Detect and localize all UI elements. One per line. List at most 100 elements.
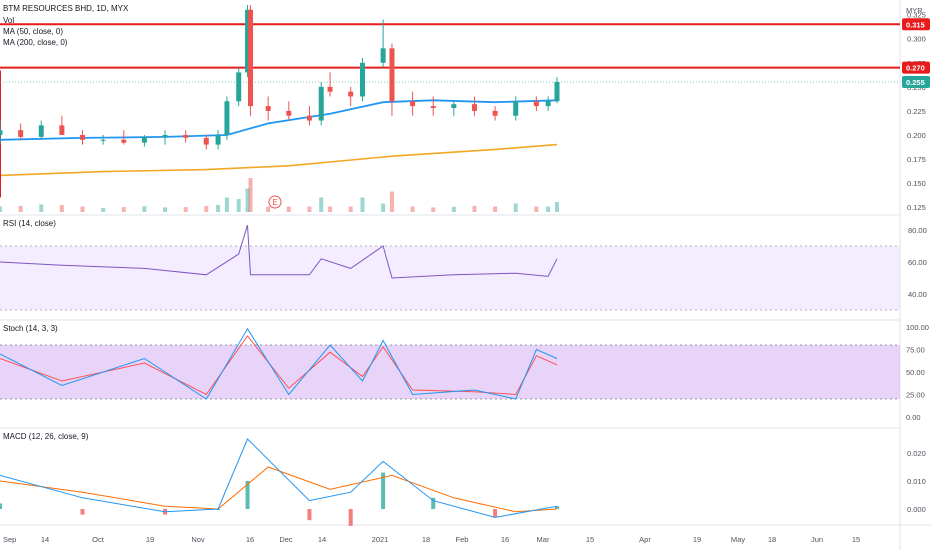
stoch-band — [0, 345, 900, 399]
macd-signal-path — [0, 466, 558, 513]
volume-bar — [59, 205, 64, 212]
volume-bar — [236, 199, 241, 212]
candles — [0, 5, 560, 150]
volume-bar — [493, 206, 498, 212]
time-tick: Feb — [456, 535, 469, 544]
candle — [80, 130, 86, 145]
time-tick: 19 — [693, 535, 701, 544]
stoch-k-path — [0, 327, 558, 400]
time-tick: Dec — [279, 535, 293, 544]
price-tick: 0.150 — [907, 179, 926, 188]
candle — [162, 130, 168, 145]
rsi-band — [0, 246, 900, 310]
volume-bar — [248, 178, 253, 212]
macd-histogram-bar — [245, 481, 250, 509]
rsi-line — [0, 225, 558, 279]
price-tags: 0.315 0.270 0.255 — [902, 18, 930, 89]
price-axis: 0.3250.3000.2750.2500.2250.2000.1750.150… — [907, 11, 926, 213]
resistance-lines — [0, 23, 900, 83]
time-tick: May — [731, 535, 745, 544]
stoch-d-path — [0, 335, 558, 396]
candle — [100, 134, 106, 145]
volume-bar — [513, 203, 518, 212]
candle — [327, 72, 333, 97]
price-tag: 0.270 — [902, 61, 930, 74]
macd-histogram-bar — [554, 506, 559, 509]
candle — [359, 57, 365, 102]
candle — [286, 101, 292, 121]
time-tick: 16 — [246, 535, 254, 544]
candle — [348, 86, 354, 107]
price-tick: 0.200 — [907, 131, 926, 140]
stoch-tick: 75.00 — [906, 346, 925, 355]
rsi-title: RSI (14, close) — [3, 219, 56, 228]
ma200-path — [0, 143, 558, 177]
svg-text:0.315: 0.315 — [906, 20, 925, 29]
volume-bar — [389, 191, 394, 212]
volume-bar — [39, 204, 44, 212]
ma200-label: MA (200, close, 0) — [3, 38, 68, 47]
volume-bar — [245, 188, 250, 212]
stoch-tick: 0.00 — [906, 413, 921, 422]
stoch-tick: 25.00 — [906, 391, 925, 400]
price-tick: 0.300 — [907, 35, 926, 44]
candle — [183, 130, 189, 143]
volume-bar — [360, 197, 365, 212]
candle — [410, 91, 416, 116]
time-tick: Oct — [92, 535, 105, 544]
volume-bar — [348, 206, 353, 212]
stoch-tick: 100.00 — [906, 323, 929, 332]
candle — [38, 120, 44, 140]
volume-bar — [224, 197, 229, 212]
time-tick: 2021 — [372, 535, 389, 544]
macd-title: MACD (12, 26, close, 9) — [3, 432, 89, 441]
time-tick: 16 — [501, 535, 509, 544]
time-tick: Apr — [639, 535, 651, 544]
rsi-tick: 80.00 — [908, 226, 927, 235]
candle — [380, 19, 386, 68]
volume-bar — [328, 206, 333, 212]
candle — [513, 96, 519, 121]
volume-bar — [286, 206, 291, 212]
price-tag: 0.315 — [902, 18, 930, 31]
price-tick: 0.225 — [907, 107, 926, 116]
volume-bar — [0, 206, 2, 212]
macd-histogram-bar — [307, 509, 312, 521]
rsi-tick: 60.00 — [908, 258, 927, 267]
candle — [492, 106, 498, 121]
svg-text:0.270: 0.270 — [906, 64, 925, 73]
time-tick: Mar — [537, 535, 550, 544]
volume-bar — [18, 205, 23, 212]
rsi-path — [0, 225, 558, 279]
time-tick: 15 — [852, 535, 860, 544]
vol-label: Vol — [3, 16, 14, 25]
earnings-marker-label: E — [272, 198, 277, 207]
candle — [215, 130, 221, 150]
macd-tick: 0.010 — [907, 477, 926, 486]
candle — [247, 5, 253, 116]
ma200-line — [0, 143, 558, 177]
macd-tick: 0.000 — [907, 505, 926, 514]
volume-bar — [472, 205, 477, 212]
chart-header: BTM RESOURCES BHD, 1D, MYX Vol MA (50, c… — [3, 4, 923, 47]
svg-text:0.255: 0.255 — [906, 78, 925, 87]
volume-bar — [204, 205, 209, 212]
time-tick: 18 — [768, 535, 776, 544]
candle — [451, 101, 457, 116]
time-tick: 15 — [586, 535, 594, 544]
candle — [18, 123, 24, 140]
macd-histogram-bar — [348, 509, 353, 526]
macd-axis: 0.020 0.010 0.000 — [907, 449, 926, 514]
candle — [141, 134, 147, 147]
macd-histogram-bar — [431, 497, 436, 509]
candle — [430, 96, 436, 116]
rsi-axis: 80.00 60.00 40.00 — [908, 226, 927, 299]
time-tick: 18 — [422, 535, 430, 544]
stoch-tick: 50.00 — [906, 368, 925, 377]
earnings-marker[interactable]: E — [268, 195, 282, 209]
candle — [224, 96, 230, 140]
volume-bar — [431, 207, 436, 212]
time-tick: Sep — [3, 535, 16, 544]
